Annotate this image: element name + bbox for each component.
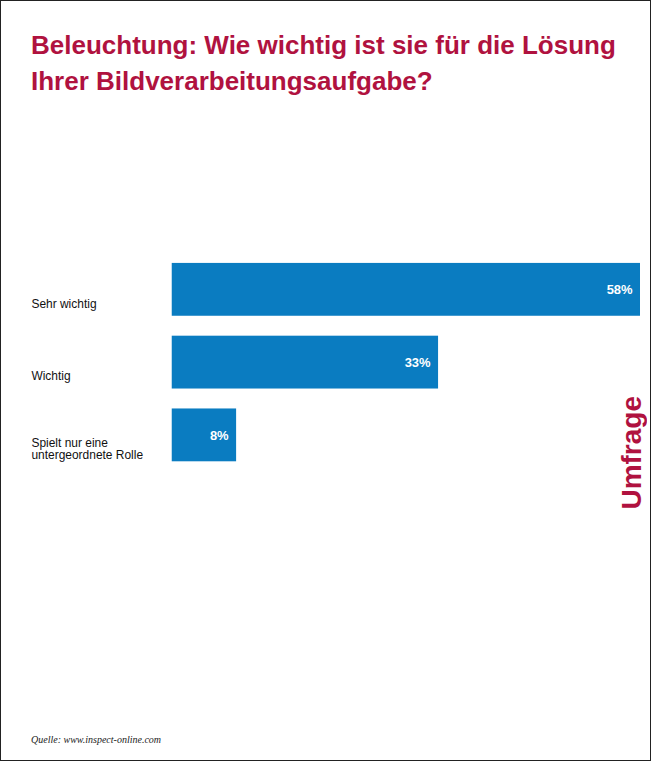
svg-text:58%: 58% xyxy=(607,282,633,297)
html-text:Beleuchtung: Wie wichtig ist s: Beleuchtung: Wie wichtig ist sie für die… xyxy=(31,30,616,96)
svg-text:Spielt nur eineuntergeordnete: Spielt nur eineuntergeordnete Rolle xyxy=(31,436,143,462)
html-text:Quelle: www.inspect-online.com: Quelle: www.inspect-online.com xyxy=(31,734,162,745)
svg-text:Sehr wichtig: Sehr wichtig xyxy=(31,297,96,311)
svg-text:33%: 33% xyxy=(405,355,431,370)
html-text:Umfrage: Umfrage xyxy=(616,396,647,510)
svg-text:8%: 8% xyxy=(210,428,229,443)
svg-text:Wichtig: Wichtig xyxy=(31,369,70,383)
